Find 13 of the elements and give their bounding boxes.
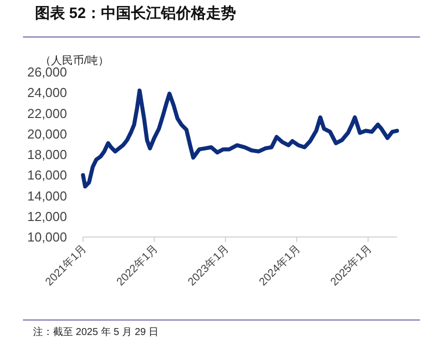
text: 注：截至 2025 年 5 月 29 日	[33, 326, 159, 338]
y-tick-label: 18,000	[27, 147, 67, 162]
y-tick-label: 26,000	[27, 64, 67, 80]
y-tick-label: 22,000	[27, 106, 67, 121]
y-tick-label: 14,000	[27, 188, 67, 204]
y-tick-label: 16,000	[27, 168, 67, 183]
y-tick-label: 20,000	[27, 126, 67, 142]
line-series	[81, 88, 399, 188]
y-tick-label: 24,000	[27, 85, 67, 100]
chart-title: 图表 52：中国长江铝价格走势	[35, 5, 236, 22]
y-tick-label: 12,000	[27, 208, 67, 224]
y-tick-label: 10,000	[27, 230, 67, 244]
y-axis-title: （人民币/吨）	[40, 54, 110, 67]
